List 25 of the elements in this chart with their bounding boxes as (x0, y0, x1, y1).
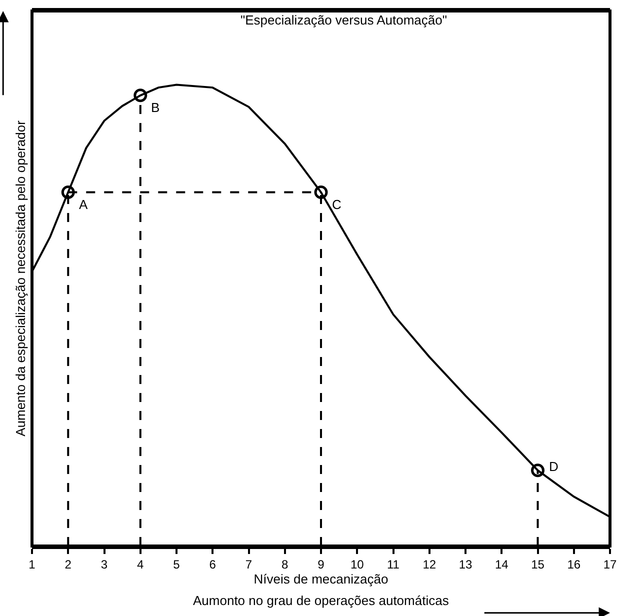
x-tick-label: 8 (282, 557, 289, 572)
text: Aumonto no grau de operações automáticas (193, 593, 450, 608)
annotation: B (151, 100, 160, 115)
x-tick-label: 16 (567, 557, 581, 572)
x-tick-label: 14 (494, 557, 509, 572)
x-axis-title: Níveis de mecanização (254, 571, 388, 586)
chart-title: "Especialização versus Automação" (240, 12, 448, 28)
x-tick-label: 10 (350, 557, 364, 572)
x-tick-label: 15 (531, 557, 545, 572)
x-tick-label: 9 (318, 557, 325, 572)
x-tick-label: 5 (173, 557, 180, 572)
x-tick-label: 6 (209, 557, 216, 572)
x-tick-label: 13 (458, 557, 472, 572)
x-tick-label: 3 (100, 557, 108, 572)
x-tick-label: 17 (603, 557, 617, 572)
x-tick-label: 1 (28, 557, 36, 572)
x-tick-label: 12 (422, 557, 436, 572)
annotation: A (79, 197, 88, 212)
x-tick-label: 2 (64, 557, 72, 572)
annotation: C (332, 197, 342, 212)
x-tick-label: 4 (137, 557, 144, 572)
y-axis-title: Aumento da especialização necessitada pelo operador (12, 120, 28, 436)
x-tick-label: 11 (387, 557, 400, 572)
annotation: D (549, 459, 558, 474)
x-tick-label: 7 (245, 557, 252, 572)
